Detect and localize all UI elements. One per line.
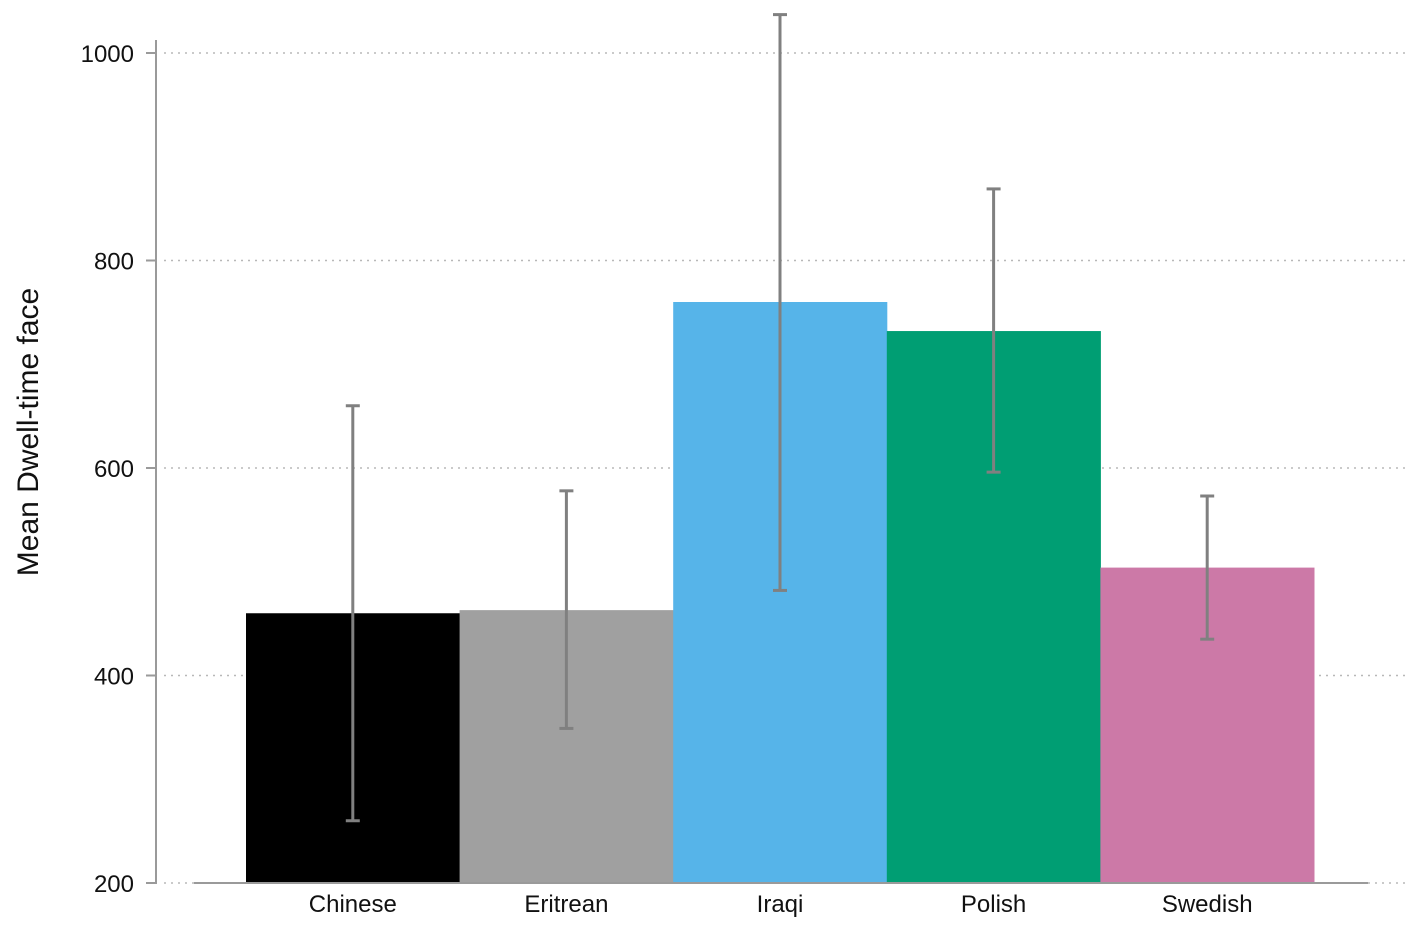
x-tick-label: Swedish bbox=[1162, 891, 1253, 918]
y-tick-label: 600 bbox=[94, 456, 134, 483]
y-tick-label: 400 bbox=[94, 664, 134, 691]
y-ticks: 200 400 600 800 1000 bbox=[81, 41, 156, 898]
x-tick-labels: Chinese Eritrean Iraqi Polish Swedish bbox=[309, 891, 1253, 918]
x-tick-label: Eritrean bbox=[524, 891, 608, 918]
y-axis-title: Mean Dwell-time face bbox=[12, 288, 45, 576]
y-tick-label: 200 bbox=[94, 871, 134, 898]
error-bars bbox=[345, 13, 1215, 823]
x-tick-label: Iraqi bbox=[757, 891, 804, 918]
axes bbox=[155, 40, 1368, 884]
x-tick-label: Chinese bbox=[309, 891, 397, 918]
x-tick-label: Polish bbox=[961, 891, 1026, 918]
y-tick-label: 1000 bbox=[81, 41, 134, 68]
y-tick-label: 800 bbox=[94, 249, 134, 276]
